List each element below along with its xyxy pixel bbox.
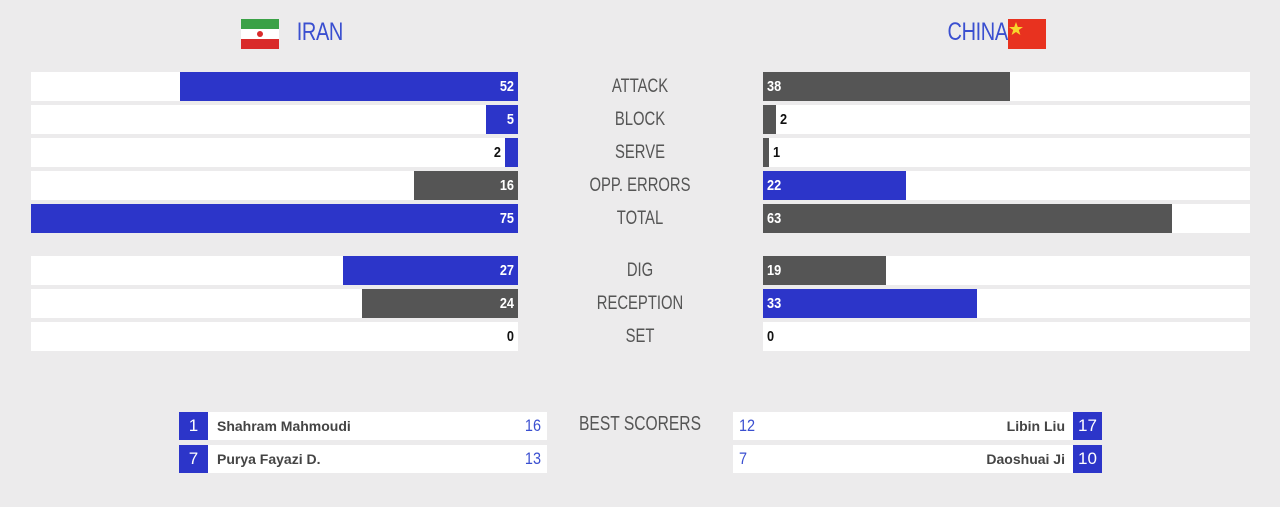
row-bg	[31, 138, 518, 167]
player-points: 12	[739, 416, 756, 435]
stat-label: SERVE	[615, 142, 665, 163]
bar	[31, 204, 518, 233]
stat-label: DIG	[626, 260, 654, 281]
value-label: 0	[506, 328, 514, 345]
bar	[763, 72, 1010, 101]
scorer-row	[733, 445, 1101, 473]
jersey-number: 1	[179, 412, 208, 440]
scorer-row	[179, 412, 547, 440]
player-name: Daoshuai Ji	[986, 451, 1065, 467]
scorer-row	[179, 445, 547, 473]
player-name: Libin Liu	[1006, 418, 1065, 434]
bar	[763, 105, 776, 134]
stat-label: SET	[625, 326, 655, 347]
bar	[763, 289, 978, 318]
player-points: 13	[524, 449, 541, 468]
value-label: 0	[767, 328, 775, 345]
value-label: 52	[499, 78, 514, 95]
stat-label: RECEPTION	[596, 293, 684, 314]
stat-label: BLOCK	[614, 109, 666, 130]
value-label: 16	[499, 177, 514, 194]
player-points: 7	[739, 449, 748, 468]
bar	[342, 256, 518, 285]
row-bg	[31, 105, 518, 134]
row-bg	[763, 322, 1250, 351]
bar	[763, 138, 770, 167]
stat-label: TOTAL	[616, 208, 664, 229]
player-points: 16	[524, 416, 541, 435]
jersey-number: 10	[1073, 445, 1102, 473]
bar	[763, 171, 906, 200]
value-label: 63	[767, 210, 782, 227]
value-label: 1	[773, 144, 781, 161]
value-label: 27	[499, 262, 514, 279]
bar	[414, 171, 518, 200]
bar	[362, 289, 518, 318]
bar	[485, 105, 518, 134]
value-label: 19	[767, 262, 782, 279]
row-bg	[763, 105, 1250, 134]
stat-label: ATTACK	[611, 76, 669, 97]
row-bg	[763, 138, 1250, 167]
bar	[180, 72, 518, 101]
value-label: 33	[767, 295, 782, 312]
jersey-number: 17	[1073, 412, 1102, 440]
bar	[505, 138, 518, 167]
china-flag	[1008, 19, 1046, 49]
away-team: CHINA	[947, 18, 1009, 46]
stat-label: OPP. ERRORS	[589, 175, 691, 196]
bar	[763, 204, 1173, 233]
value-label: 5	[506, 111, 514, 128]
player-name: Purya Fayazi D.	[217, 451, 321, 467]
row-bg	[31, 322, 518, 351]
iran-flag	[241, 19, 279, 49]
player-name: Shahram Mahmoudi	[217, 418, 351, 434]
value-label: 38	[767, 78, 782, 95]
value-label: 24	[499, 295, 514, 312]
scorer-row	[733, 412, 1101, 440]
value-label: 22	[767, 177, 782, 194]
value-label: 75	[499, 210, 514, 227]
jersey-number: 7	[179, 445, 208, 473]
value-label: 2	[493, 144, 501, 161]
home-team: IRAN	[296, 18, 344, 46]
value-label: 2	[779, 111, 788, 128]
best-scorers-title: BEST SCORERS	[579, 413, 701, 435]
bar	[763, 256, 887, 285]
